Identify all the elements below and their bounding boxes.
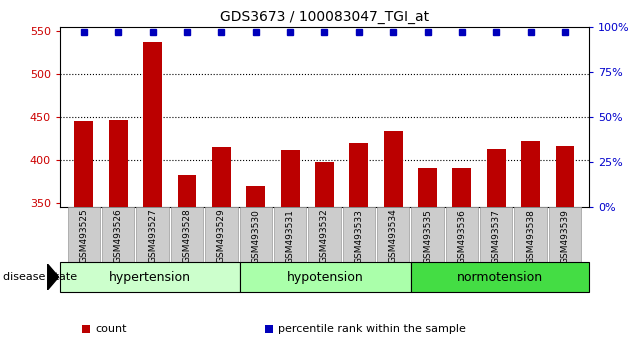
Bar <box>137 207 169 262</box>
Bar <box>480 207 512 262</box>
Bar <box>556 146 575 207</box>
Text: GSM493529: GSM493529 <box>217 209 226 263</box>
Bar <box>487 149 506 207</box>
Bar <box>521 141 540 207</box>
Text: GSM493528: GSM493528 <box>183 209 192 263</box>
Bar <box>308 207 341 262</box>
Bar <box>446 207 478 262</box>
Bar <box>350 143 369 207</box>
Text: GSM493534: GSM493534 <box>389 209 398 263</box>
Bar <box>178 175 197 207</box>
Text: GSM493538: GSM493538 <box>526 209 535 264</box>
Text: GSM493531: GSM493531 <box>285 209 295 264</box>
Text: GSM493536: GSM493536 <box>457 209 466 264</box>
Bar <box>74 121 93 207</box>
Bar <box>315 161 334 207</box>
Text: GSM493533: GSM493533 <box>354 209 364 264</box>
Bar <box>212 147 231 207</box>
Bar <box>384 131 403 207</box>
Bar <box>102 207 134 262</box>
Bar <box>171 207 203 262</box>
Bar <box>377 207 410 262</box>
Bar <box>549 207 581 262</box>
Bar <box>239 262 411 292</box>
Bar <box>343 207 375 262</box>
Bar <box>274 207 306 262</box>
Bar <box>239 207 272 262</box>
Bar <box>109 120 128 207</box>
Bar <box>246 185 265 207</box>
Bar <box>280 150 299 207</box>
Text: GSM493537: GSM493537 <box>492 209 501 264</box>
Text: disease state: disease state <box>3 272 77 282</box>
Bar <box>411 207 444 262</box>
Bar <box>515 207 547 262</box>
Text: GSM493526: GSM493526 <box>114 209 123 263</box>
Text: percentile rank within the sample: percentile rank within the sample <box>278 324 466 334</box>
Text: GSM493535: GSM493535 <box>423 209 432 264</box>
Text: normotension: normotension <box>457 270 543 284</box>
Bar <box>452 169 471 207</box>
Text: GSM493527: GSM493527 <box>148 209 157 263</box>
Bar <box>60 262 239 292</box>
Text: GSM493530: GSM493530 <box>251 209 260 264</box>
Bar <box>143 42 162 207</box>
Text: hypotension: hypotension <box>287 270 364 284</box>
Bar <box>418 167 437 207</box>
Bar <box>68 207 100 262</box>
Text: GSM493525: GSM493525 <box>79 209 88 263</box>
Text: count: count <box>95 324 127 334</box>
Title: GDS3673 / 100083047_TGI_at: GDS3673 / 100083047_TGI_at <box>220 10 429 24</box>
Bar <box>205 207 238 262</box>
Text: GSM493539: GSM493539 <box>561 209 570 264</box>
Text: hypertension: hypertension <box>109 270 191 284</box>
Polygon shape <box>47 264 59 290</box>
Bar <box>411 262 589 292</box>
Text: GSM493532: GSM493532 <box>320 209 329 263</box>
